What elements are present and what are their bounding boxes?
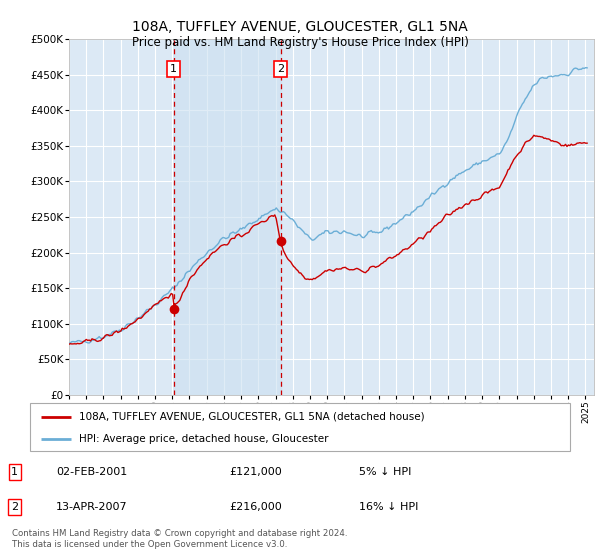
Text: 108A, TUFFLEY AVENUE, GLOUCESTER, GL1 5NA: 108A, TUFFLEY AVENUE, GLOUCESTER, GL1 5N…: [132, 20, 468, 34]
Bar: [174, 39, 281, 395]
Text: 2: 2: [277, 64, 284, 74]
Text: HPI: Average price, detached house, Gloucester: HPI: Average price, detached house, Glou…: [79, 434, 328, 444]
FancyBboxPatch shape: [30, 403, 570, 451]
Text: 16% ↓ HPI: 16% ↓ HPI: [359, 502, 418, 512]
Text: 2: 2: [11, 502, 19, 512]
Text: Contains HM Land Registry data © Crown copyright and database right 2024.
This d: Contains HM Land Registry data © Crown c…: [12, 529, 347, 549]
Text: 108A, TUFFLEY AVENUE, GLOUCESTER, GL1 5NA (detached house): 108A, TUFFLEY AVENUE, GLOUCESTER, GL1 5N…: [79, 412, 424, 422]
Text: Price paid vs. HM Land Registry's House Price Index (HPI): Price paid vs. HM Land Registry's House …: [131, 36, 469, 49]
Text: 02-FEB-2001: 02-FEB-2001: [56, 467, 127, 477]
Text: 5% ↓ HPI: 5% ↓ HPI: [359, 467, 411, 477]
Text: £216,000: £216,000: [229, 502, 282, 512]
Text: 13-APR-2007: 13-APR-2007: [56, 502, 128, 512]
Text: 1: 1: [170, 64, 178, 74]
Text: 1: 1: [11, 467, 19, 477]
Text: £121,000: £121,000: [229, 467, 282, 477]
